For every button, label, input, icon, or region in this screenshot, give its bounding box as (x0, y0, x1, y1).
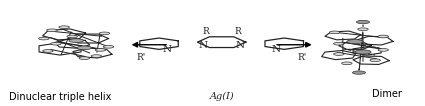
Text: Dimer: Dimer (372, 89, 402, 99)
Circle shape (91, 55, 102, 57)
Circle shape (334, 53, 344, 55)
Circle shape (59, 26, 69, 29)
Circle shape (358, 28, 368, 31)
Text: R: R (202, 27, 209, 36)
Text: N: N (235, 41, 244, 50)
Circle shape (69, 39, 83, 43)
Circle shape (334, 42, 344, 45)
Circle shape (342, 62, 352, 65)
Text: N: N (272, 45, 281, 54)
Circle shape (347, 40, 363, 44)
Circle shape (357, 20, 369, 24)
Circle shape (329, 31, 340, 34)
Circle shape (103, 45, 114, 48)
Circle shape (51, 42, 61, 45)
Circle shape (99, 32, 110, 35)
Circle shape (39, 37, 49, 40)
Circle shape (352, 71, 366, 74)
Text: N: N (162, 45, 172, 54)
Circle shape (79, 57, 90, 59)
Circle shape (67, 35, 77, 38)
Circle shape (355, 50, 371, 54)
Text: R: R (235, 27, 241, 36)
Circle shape (370, 59, 380, 62)
Text: N: N (199, 41, 208, 50)
Circle shape (47, 29, 57, 32)
Text: Dinuclear triple helix: Dinuclear triple helix (9, 92, 111, 102)
Text: Ag(I): Ag(I) (209, 92, 234, 101)
Circle shape (77, 46, 91, 50)
Circle shape (42, 50, 53, 52)
Text: R': R' (136, 53, 145, 62)
Circle shape (378, 35, 388, 38)
Text: R': R' (298, 53, 307, 62)
Circle shape (378, 49, 388, 51)
Circle shape (95, 49, 106, 51)
